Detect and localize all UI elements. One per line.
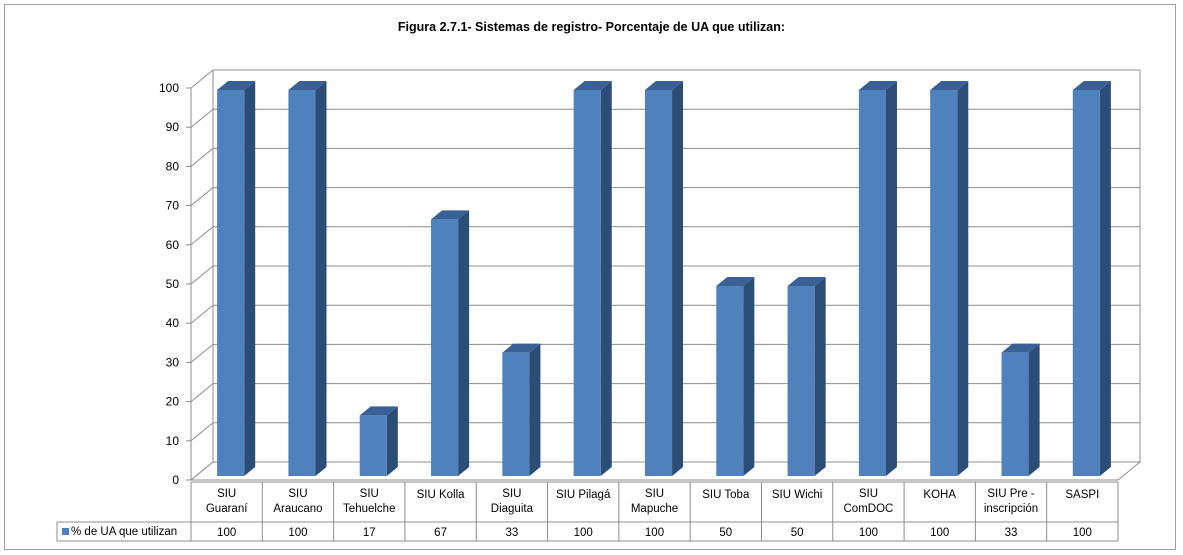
x-tick-label: Mapuche	[631, 503, 678, 515]
side-gridline	[190, 304, 214, 324]
legend-swatch	[62, 528, 69, 535]
bar-side	[386, 406, 398, 476]
data-label: 67	[434, 527, 447, 539]
data-label: 17	[363, 527, 376, 539]
bar-top	[1001, 343, 1040, 353]
data-label: 100	[217, 527, 236, 539]
side-gridline	[190, 422, 214, 442]
bar-top	[502, 343, 541, 353]
bar-side	[1099, 81, 1111, 476]
side-gridline	[190, 226, 214, 246]
bar	[858, 90, 886, 476]
y-tick-label: 0	[172, 473, 179, 487]
bar	[787, 286, 815, 476]
data-label: 100	[930, 527, 949, 539]
x-tick-label: SIU	[217, 488, 236, 500]
side-gridline	[190, 108, 214, 128]
bar-top	[716, 277, 755, 286]
data-label: 100	[859, 527, 878, 539]
bar	[573, 90, 601, 476]
y-tick-label: 70	[166, 199, 180, 213]
bar-side	[315, 81, 327, 476]
x-tick-label: KOHA	[923, 489, 956, 501]
bar	[288, 90, 316, 476]
bar	[502, 352, 530, 476]
x-tick-label: Araucano	[273, 503, 322, 515]
side-gridline	[190, 69, 214, 89]
side-gridline	[190, 344, 214, 363]
x-tick-label: SIU	[360, 488, 379, 500]
x-tick-label: SIU Pilagá	[556, 489, 611, 501]
bar	[1001, 352, 1029, 476]
data-label: 100	[574, 527, 593, 539]
bar	[644, 90, 673, 476]
data-label: 50	[719, 527, 732, 539]
bar-top	[858, 81, 897, 90]
data-label: 100	[288, 527, 307, 539]
bar	[930, 90, 958, 476]
side-gridline	[190, 187, 214, 206]
data-label: 100	[1073, 527, 1092, 539]
x-tick-label: SASPI	[1065, 489, 1099, 501]
bar-top	[288, 81, 327, 90]
y-tick-label: 80	[166, 159, 180, 173]
x-tick-label: Tehuelche	[343, 503, 395, 515]
x-tick-label: SIU	[859, 488, 878, 500]
bar-top	[431, 210, 470, 220]
bar-side	[885, 81, 897, 476]
y-tick-label: 50	[166, 277, 180, 291]
data-label: 100	[645, 527, 664, 539]
x-tick-label: SIU	[288, 488, 307, 500]
y-tick-label: 100	[159, 81, 179, 95]
bar-top	[930, 81, 969, 90]
bar-side	[743, 277, 755, 476]
x-tick-label: SIU	[645, 488, 664, 500]
side-gridline	[190, 265, 214, 285]
bar-top	[644, 81, 684, 90]
data-label: 33	[505, 527, 518, 539]
bar-side	[672, 81, 684, 476]
x-tick-label: inscripción	[984, 503, 1038, 515]
bar	[217, 90, 245, 476]
bar	[716, 286, 744, 476]
bar-side	[814, 277, 826, 476]
y-tick-label: 90	[166, 120, 180, 134]
bar-side	[529, 343, 541, 476]
data-label: 50	[791, 527, 804, 539]
x-tick-label: SIU Pre -	[987, 488, 1034, 500]
bar-side	[1028, 343, 1040, 476]
bar-top	[787, 277, 826, 286]
legend-label: % de UA que utilizan	[71, 526, 177, 538]
chart-title: Figura 2.7.1- Sistemas de registro- Porc…	[397, 20, 786, 34]
y-tick-label: 20	[166, 395, 180, 409]
bar-top	[1072, 81, 1111, 90]
x-tick-label: SIU	[502, 488, 521, 500]
x-tick-label: SIU Wichi	[772, 489, 822, 501]
bar-top	[573, 81, 612, 90]
x-tick-label: Guaraní	[206, 503, 248, 515]
bar	[1072, 90, 1100, 476]
side-gridline	[190, 148, 214, 167]
bar	[359, 415, 387, 476]
y-tick-label: 40	[166, 316, 180, 330]
bar	[431, 219, 459, 477]
bar-side	[957, 81, 969, 476]
x-tick-label: SIU Toba	[702, 489, 750, 501]
x-tick-label: Diaguita	[491, 503, 534, 515]
data-label: 33	[1005, 527, 1018, 539]
y-tick-label: 30	[166, 355, 180, 369]
y-tick-label: 60	[166, 238, 180, 252]
bar-side	[244, 81, 256, 476]
bar-side	[458, 210, 470, 477]
side-gridline	[190, 383, 214, 402]
y-tick-label: 10	[166, 434, 180, 448]
x-tick-label: SIU Kolla	[417, 489, 466, 501]
bar-top	[217, 81, 256, 90]
bar-top	[359, 406, 398, 416]
x-tick-label: ComDOC	[844, 503, 894, 515]
bar-side	[600, 81, 612, 476]
